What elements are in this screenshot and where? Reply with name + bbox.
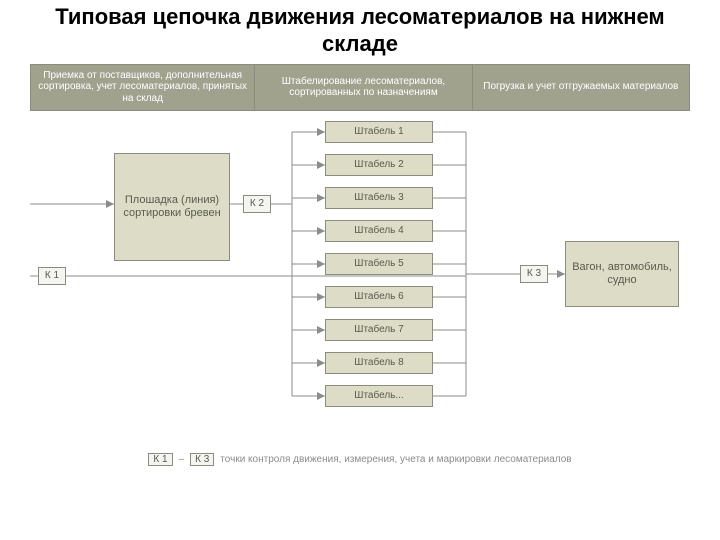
legend: К 1 – К 3 точки контроля движения, измер… (0, 453, 720, 466)
legend-text: точки контроля движения, измерения, учет… (220, 454, 571, 465)
phase-cell-3: Погрузка и учет отгружаемых материалов (472, 65, 689, 110)
k2-label: К 2 (243, 195, 271, 213)
phase-cell-1: Приемка от поставщиков, дополнительная с… (31, 65, 254, 110)
phase-cell-2: Штабелирование лесоматериалов, сортирова… (254, 65, 471, 110)
stack-block-1: Штабель 1 (325, 121, 433, 143)
stack-block-6: Штабель 6 (325, 286, 433, 308)
phase-bar: Приемка от поставщиков, дополнительная с… (30, 64, 690, 111)
k3-label: К 3 (520, 265, 548, 283)
legend-dash: – (179, 454, 185, 465)
page-title: Типовая цепочка движения лесоматериалов … (0, 0, 720, 58)
output-vehicle-block: Вагон, автомобиль, судно (565, 241, 679, 307)
legend-k-to: К 3 (190, 453, 214, 466)
stack-block-8: Штабель 8 (325, 352, 433, 374)
stack-block-4: Штабель 4 (325, 220, 433, 242)
legend-k-from: К 1 (148, 453, 172, 466)
diagram-canvas: Плошадка (линия) сортировки бревен Вагон,… (30, 111, 690, 451)
stack-block-2: Штабель 2 (325, 154, 433, 176)
stack-block-3: Штабель 3 (325, 187, 433, 209)
stack-block-9: Штабель... (325, 385, 433, 407)
k1-label: К 1 (38, 267, 66, 285)
stack-block-7: Штабель 7 (325, 319, 433, 341)
sorting-area-block: Плошадка (линия) сортировки бревен (114, 153, 230, 261)
stack-block-5: Штабель 5 (325, 253, 433, 275)
